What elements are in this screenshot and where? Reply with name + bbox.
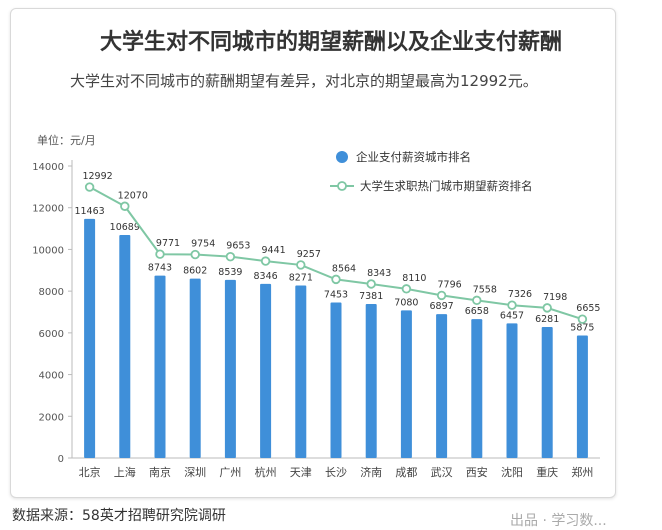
line-point [401,284,412,294]
line-value-label: 12992 [82,171,112,182]
chart-subtitle: 大学生对不同城市的薪酬期望有差异，对北京的期望最高为12992元。 [70,72,538,90]
x-category-label: 济南 [360,465,382,479]
line-point [331,274,341,285]
y-tick-label: 14000 [32,162,64,173]
x-category-label: 重庆 [536,465,558,479]
bar [84,218,96,458]
line-point [472,295,482,306]
bar-value-label: 10689 [110,222,140,233]
data-source: 数据来源：58英才招聘研究院调研 [12,508,226,524]
bar-value-label: 6281 [535,314,559,325]
x-category-label: 上海 [114,465,136,479]
bar [119,235,131,458]
line-value-label: 6655 [576,303,600,314]
y-tick-label: 12000 [32,204,64,215]
x-category-label: 沈阳 [501,465,523,479]
x-category-label: 南京 [149,465,171,479]
line-point [577,314,588,324]
watermark: 出品 · 学习数... [510,513,607,529]
line-value-label: 7198 [543,292,567,303]
bar-value-label: 5875 [570,322,594,333]
y-tick-label: 6000 [39,329,64,340]
bar-value-label: 8743 [148,263,172,274]
line-value-label: 8343 [367,268,391,279]
bar-value-label: 8539 [218,267,242,278]
bar-value-label: 8346 [254,271,278,282]
bar [576,335,588,458]
x-category-label: 广州 [219,466,241,479]
x-category-label: 杭州 [255,465,277,479]
unit-label: 单位：元/月 [37,134,96,147]
bar [436,314,448,458]
y-tick-label: 0 [58,454,64,465]
line-point [296,260,306,270]
line-point [542,303,552,313]
bar [365,304,377,458]
x-category-label: 郑州 [571,465,593,479]
x-category-label: 北京 [79,465,101,479]
line-value-label: 8110 [402,273,426,284]
line-value-label: 12070 [118,190,148,201]
legend-bar-marker [336,151,348,163]
line-value-label: 9653 [226,241,250,252]
bar [260,283,272,458]
x-category-label: 武汉 [431,466,453,479]
x-category-label: 深圳 [184,466,206,479]
bar-value-label: 7080 [394,297,418,308]
x-category-label: 成都 [395,466,417,479]
bar-value-label: 8602 [183,266,207,277]
bar [506,323,518,458]
y-tick-label: 4000 [39,371,64,382]
line-value-label: 7326 [508,289,532,300]
bar [189,278,201,458]
line-point [190,249,200,260]
bar [224,279,236,458]
legend-line-label: 大学生求职热门城市期望薪资排名 [360,179,533,193]
line-value-label: 7558 [473,284,497,295]
chart-title: 大学生对不同城市的期望薪酬以及企业支付薪酬 [99,30,562,55]
line-point [260,256,271,266]
line-point [436,290,447,301]
y-tick-label: 8000 [39,287,64,298]
line-value-label: 9257 [297,249,321,260]
y-tick-label: 2000 [39,412,64,423]
line-value-label: 9754 [191,239,215,250]
line-value-label: 9771 [156,238,180,249]
x-category-label: 长沙 [325,466,347,479]
bar [154,275,166,458]
line-value-label: 9441 [262,245,286,256]
bar [330,302,342,458]
legend-line-marker [337,181,347,191]
line-point [155,249,165,259]
line-point [84,182,95,192]
bar-value-label: 7453 [324,290,348,301]
bar-value-label: 8271 [289,272,313,283]
line-point [120,201,130,211]
bar-value-label: 6457 [500,310,524,321]
line-value-label: 7796 [438,279,462,290]
x-category-label: 西安 [466,465,488,479]
bar-value-label: 11463 [74,206,104,217]
legend-bar-label: 企业支付薪资城市排名 [356,150,471,164]
bar [295,285,307,458]
line-value-label: 8564 [332,263,356,274]
line-point [225,251,236,262]
bar-value-label: 6658 [465,306,489,317]
bar-value-label: 7381 [359,291,383,302]
bar [471,319,483,458]
bar [400,310,412,458]
line-point [366,279,376,289]
line-point [507,300,517,310]
bar-value-label: 6897 [430,301,454,312]
y-tick-label: 10000 [32,245,64,256]
x-category-label: 天津 [290,466,312,479]
bar [541,326,553,458]
